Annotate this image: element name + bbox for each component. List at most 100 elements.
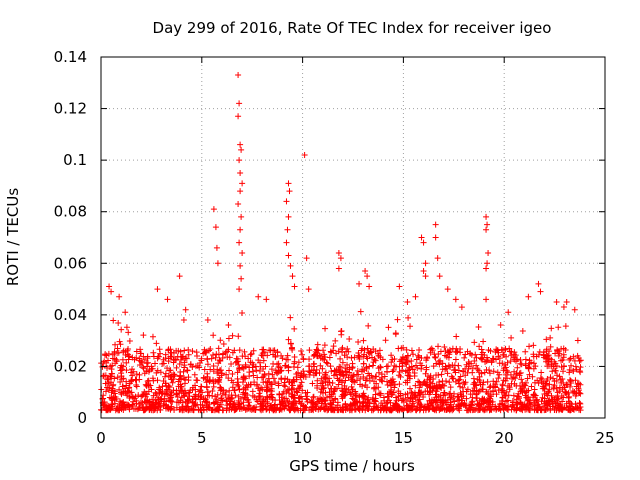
data-point xyxy=(263,296,270,303)
data-point xyxy=(320,375,327,382)
data-point xyxy=(407,373,414,380)
data-point xyxy=(256,390,263,397)
data-point xyxy=(199,401,206,408)
data-point xyxy=(306,356,313,363)
data-point xyxy=(133,348,140,355)
data-point xyxy=(111,390,118,397)
data-point xyxy=(408,347,415,354)
x-tick-label: 25 xyxy=(595,429,614,447)
data-point xyxy=(245,402,252,409)
data-point xyxy=(274,349,281,356)
data-point xyxy=(366,400,373,407)
data-point xyxy=(235,333,242,340)
data-point xyxy=(423,366,430,373)
data-point xyxy=(170,387,177,394)
data-point xyxy=(190,407,197,414)
data-point xyxy=(214,391,221,398)
data-point xyxy=(535,380,542,387)
data-point xyxy=(504,382,511,389)
data-point xyxy=(570,389,577,396)
data-point xyxy=(370,346,377,353)
data-point xyxy=(534,396,541,403)
data-point xyxy=(576,400,583,407)
data-point xyxy=(467,350,474,357)
data-point xyxy=(268,391,275,398)
data-point xyxy=(508,380,515,387)
data-point xyxy=(572,363,579,370)
data-point xyxy=(432,354,439,361)
data-point xyxy=(344,368,351,375)
data-point xyxy=(242,392,249,399)
data-point xyxy=(159,383,166,390)
data-point xyxy=(186,393,193,400)
data-point xyxy=(391,384,398,391)
data-point xyxy=(189,363,196,370)
data-point xyxy=(437,384,444,391)
data-point xyxy=(398,406,405,413)
data-point xyxy=(547,334,554,341)
data-point xyxy=(540,351,547,358)
data-point xyxy=(185,407,192,414)
data-point xyxy=(181,387,188,394)
data-point xyxy=(124,388,131,395)
data-point xyxy=(235,200,242,207)
data-point xyxy=(500,351,507,358)
data-point xyxy=(170,376,177,383)
data-point xyxy=(475,324,482,331)
y-tick-label: 0.14 xyxy=(54,48,87,66)
data-point xyxy=(339,359,346,366)
data-point xyxy=(235,393,242,400)
data-point xyxy=(237,141,244,148)
data-point xyxy=(366,403,373,410)
data-point xyxy=(348,377,355,384)
data-point xyxy=(485,347,492,354)
data-point xyxy=(217,387,224,394)
data-point xyxy=(239,310,246,317)
data-point xyxy=(314,352,321,359)
data-point xyxy=(291,392,298,399)
data-point xyxy=(518,376,525,383)
data-point xyxy=(348,372,355,379)
data-point xyxy=(487,393,494,400)
data-point xyxy=(255,293,262,300)
data-point xyxy=(268,366,275,373)
data-point xyxy=(140,332,147,339)
data-point xyxy=(268,385,275,392)
data-point xyxy=(446,379,453,386)
data-point xyxy=(133,383,140,390)
data-point xyxy=(239,353,246,360)
data-point xyxy=(291,325,298,332)
data-point xyxy=(176,273,183,280)
data-point xyxy=(103,388,110,395)
data-point xyxy=(173,391,180,398)
data-point xyxy=(226,354,233,361)
data-point xyxy=(109,401,116,408)
data-point xyxy=(373,373,380,380)
data-point xyxy=(434,255,441,262)
data-point xyxy=(352,392,359,399)
data-point xyxy=(343,404,350,411)
data-point xyxy=(174,353,181,360)
data-point xyxy=(526,371,533,378)
data-point xyxy=(229,394,236,401)
data-point xyxy=(266,347,273,354)
data-point xyxy=(102,380,109,387)
data-point xyxy=(573,383,580,390)
axes xyxy=(100,56,606,419)
data-point xyxy=(333,404,340,411)
data-point xyxy=(283,198,290,205)
data-point xyxy=(304,398,311,405)
data-point xyxy=(532,402,539,409)
data-point xyxy=(449,375,456,382)
data-point xyxy=(427,372,434,379)
data-point xyxy=(138,358,145,365)
data-point xyxy=(251,379,258,386)
data-point xyxy=(237,226,244,233)
data-point xyxy=(432,398,439,405)
data-point xyxy=(357,375,364,382)
data-point xyxy=(144,359,151,366)
data-point xyxy=(435,403,442,410)
data-point xyxy=(484,378,491,385)
y-tick-label: 0.08 xyxy=(54,203,87,221)
data-point xyxy=(544,375,551,382)
